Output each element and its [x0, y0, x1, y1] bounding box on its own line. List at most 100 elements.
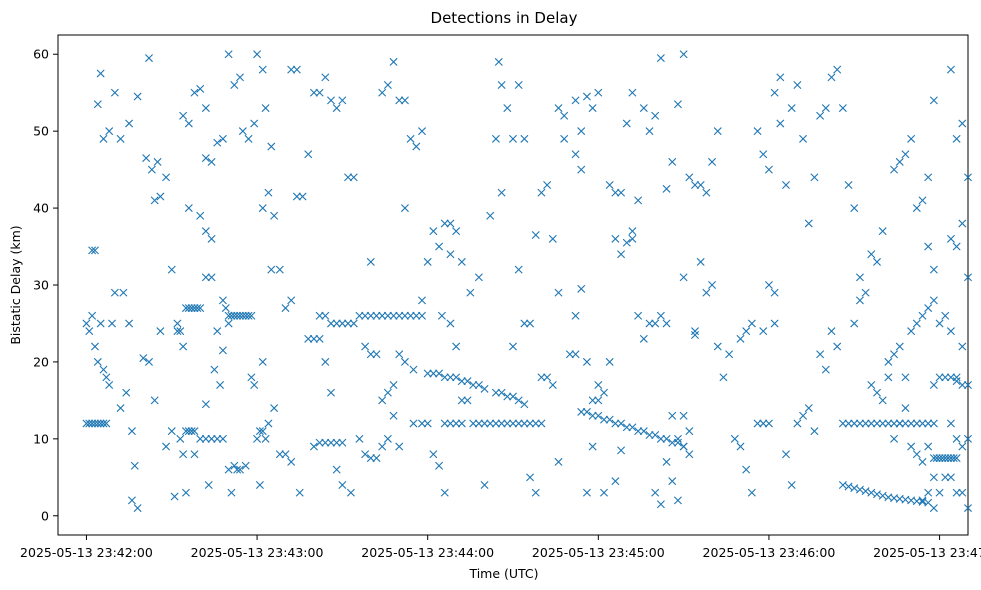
data-point	[673, 434, 682, 443]
data-point	[571, 96, 580, 105]
data-point	[127, 427, 136, 436]
data-point	[873, 419, 881, 428]
data-point	[509, 419, 517, 428]
data-point	[463, 377, 472, 386]
data-point	[838, 419, 847, 428]
data-point	[878, 491, 887, 500]
y-axis: 0 10 20 30 40 50 60	[33, 47, 58, 523]
data-point	[309, 334, 318, 343]
data-point	[935, 319, 944, 328]
data-point	[255, 481, 264, 489]
data-point	[932, 454, 941, 463]
data-point	[594, 381, 603, 389]
data-point	[850, 319, 859, 328]
data-point	[958, 342, 967, 351]
data-point	[142, 154, 151, 163]
data-point	[469, 419, 478, 428]
data-point	[255, 427, 264, 436]
data-point	[691, 327, 699, 336]
data-point	[941, 473, 950, 482]
data-point	[850, 484, 859, 493]
data-point	[193, 304, 202, 313]
data-point	[338, 438, 347, 447]
data-point	[696, 257, 705, 266]
data-point	[912, 204, 921, 213]
data-point	[96, 419, 105, 428]
data-point	[878, 227, 887, 236]
data-point	[588, 411, 597, 420]
data-point	[270, 404, 279, 413]
data-point	[565, 350, 574, 359]
data-point	[321, 311, 330, 320]
data-point	[332, 465, 341, 474]
data-point	[400, 311, 409, 320]
data-point	[332, 438, 341, 447]
data-point	[509, 342, 517, 351]
data-point	[924, 304, 933, 313]
data-point	[571, 350, 580, 359]
data-point	[395, 311, 404, 320]
data-point	[582, 92, 591, 101]
data-point	[446, 219, 455, 228]
data-point	[395, 350, 404, 359]
data-point	[292, 65, 301, 74]
data-point	[776, 119, 785, 128]
data-point	[520, 134, 529, 143]
data-point	[890, 165, 899, 174]
data-point	[145, 54, 153, 63]
data-point	[907, 442, 916, 451]
data-point	[224, 465, 233, 474]
data-point	[685, 427, 694, 436]
data-point	[418, 419, 426, 428]
data-point	[924, 419, 933, 428]
data-point	[244, 311, 253, 320]
data-point	[617, 250, 626, 259]
data-point	[929, 296, 938, 305]
data-point	[673, 100, 682, 109]
data-point	[605, 415, 614, 424]
data-point	[696, 181, 705, 189]
data-point	[429, 450, 438, 459]
data-point	[958, 381, 967, 389]
data-point	[250, 381, 259, 389]
data-point	[207, 273, 216, 282]
data-point	[952, 134, 961, 143]
data-point	[258, 65, 267, 74]
data-point	[378, 442, 387, 451]
data-point	[224, 311, 233, 320]
x-tick-label: 2025-05-13 23:44:00	[361, 545, 494, 560]
data-point	[338, 481, 347, 489]
data-point	[753, 419, 762, 428]
data-point	[446, 250, 455, 259]
data-point	[582, 357, 591, 366]
data-point	[372, 454, 381, 463]
data-point	[793, 419, 802, 428]
data-point	[509, 392, 517, 401]
data-point	[446, 419, 455, 428]
data-point	[884, 373, 893, 382]
data-point	[423, 419, 432, 428]
data-point	[770, 88, 779, 97]
data-point	[418, 311, 426, 320]
data-point	[793, 81, 802, 89]
data-point	[110, 288, 119, 297]
data-point	[247, 311, 256, 320]
data-point	[466, 288, 475, 297]
data-point	[119, 288, 128, 297]
data-point	[275, 450, 284, 459]
data-point	[944, 454, 953, 463]
data-point	[526, 319, 535, 328]
data-point	[929, 504, 938, 513]
y-tick-label: 10	[33, 431, 49, 446]
data-point	[838, 104, 847, 113]
data-point	[901, 419, 910, 428]
data-point	[423, 257, 432, 266]
data-point	[327, 438, 335, 447]
data-point	[213, 327, 222, 336]
data-point	[224, 50, 233, 59]
data-point	[207, 234, 216, 243]
data-point	[153, 157, 162, 166]
data-point	[878, 396, 887, 405]
data-point	[679, 50, 688, 59]
data-point	[395, 442, 404, 451]
